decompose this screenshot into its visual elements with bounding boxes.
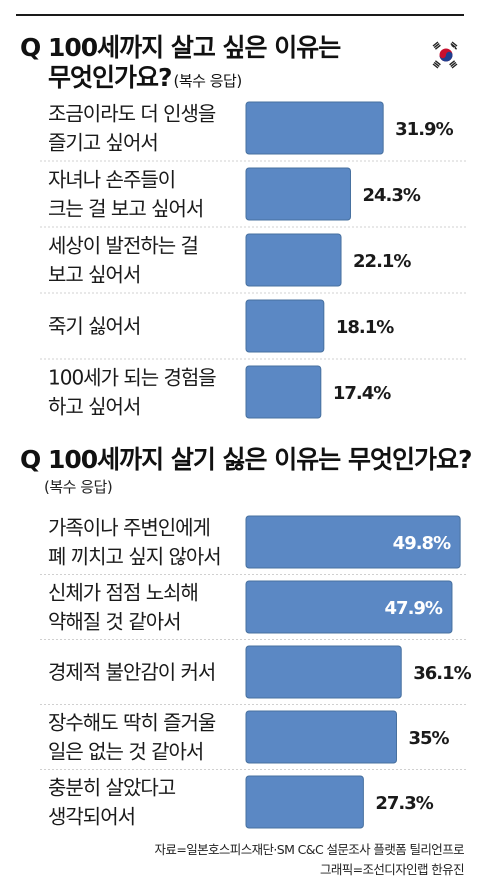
category-label: 장수해도 딱히 즐거울 xyxy=(48,711,216,735)
value-label: 17.4% xyxy=(333,383,391,404)
category-label: 경제적 불안감이 커서 xyxy=(48,660,215,684)
bar xyxy=(245,580,453,634)
bar xyxy=(245,233,342,287)
category-label: 충분히 살았다고 xyxy=(48,776,176,800)
value-label: 27.3% xyxy=(375,793,433,814)
bar xyxy=(245,710,397,764)
category-label: 즐기고 싶어서 xyxy=(48,131,158,155)
value-label: 31.9% xyxy=(395,119,453,140)
graphic-credit-line: 그래픽=조선디자인랩 한유진 xyxy=(319,862,465,877)
category-label: 크는 걸 보고 싶어서 xyxy=(48,197,203,221)
value-label: 49.8% xyxy=(393,533,451,554)
top-rule xyxy=(16,14,464,16)
category-label: 약해질 것 같아서 xyxy=(48,610,181,634)
section1-title-text: 무엇인가요? xyxy=(48,63,173,92)
category-label: 보고 싶어서 xyxy=(48,263,140,287)
category-label: 일은 없는 것 같아서 xyxy=(48,740,203,764)
value-label: 18.1% xyxy=(336,317,394,338)
category-label: 죽기 싫어서 xyxy=(48,314,140,338)
category-label: 생각되어서 xyxy=(48,805,135,829)
bar xyxy=(245,515,461,569)
value-label: 36.1% xyxy=(413,663,471,684)
value-label: 47.9% xyxy=(385,598,443,619)
section1-multiple-note: (복수 응답) xyxy=(173,72,243,90)
value-label: 24.3% xyxy=(362,185,420,206)
category-label: 자녀나 손주들이 xyxy=(48,168,175,192)
bar xyxy=(245,775,364,829)
source-note: 자료=일본호스피스재단·SM C&C 설문조사 플랫폼 틸리언프로 그래픽=조선… xyxy=(154,840,465,880)
category-label: 신체가 점점 노쇠해 xyxy=(48,581,198,605)
category-label: 하고 싶어서 xyxy=(48,395,140,419)
bar xyxy=(245,299,325,353)
category-label: 세상이 발전하는 걸 xyxy=(48,234,198,258)
bar xyxy=(245,167,351,221)
value-label: 35% xyxy=(409,728,450,749)
category-label: 폐 끼치고 싶지 않아서 xyxy=(48,545,221,569)
bar xyxy=(245,365,322,419)
category-label: 가족이나 주변인에게 xyxy=(48,516,210,540)
section2-multiple-note: (복수 응답) xyxy=(44,478,113,496)
source-line: 자료=일본호스피스재단·SM C&C 설문조사 플랫폼 틸리언프로 xyxy=(154,842,465,857)
bar xyxy=(245,101,384,155)
section1-title-line2: 무엇인가요? (복수 응답) xyxy=(48,58,242,94)
section1-title-line1: Q 100세까지 살고 싶은 이유는 xyxy=(20,33,341,62)
value-label: 22.1% xyxy=(353,251,411,272)
category-label: 100세가 되는 경험을 xyxy=(48,366,216,390)
bar xyxy=(245,645,402,699)
category-label: 조금이라도 더 인생을 xyxy=(48,102,216,126)
south-korea-flag-icon xyxy=(432,41,458,69)
section2-title: Q 100세까지 살기 싫은 이유는 무엇인가요? xyxy=(20,445,472,474)
